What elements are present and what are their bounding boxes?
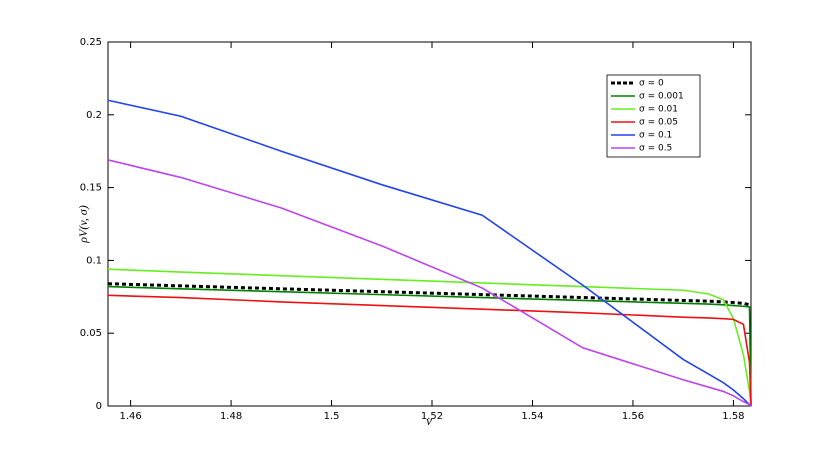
- y-tick-label: 0.15: [80, 183, 102, 194]
- series-line: [107, 282, 750, 307]
- x-tick-label: 1.52: [421, 411, 443, 422]
- legend-label: σ = 0.1: [639, 131, 672, 141]
- x-tick-label: 1.58: [722, 411, 744, 422]
- plot-frame: [107, 41, 752, 407]
- series-line: [107, 285, 752, 407]
- y-tick-label: 0.25: [80, 37, 102, 48]
- series-line: [107, 294, 752, 407]
- y-tick-label: 0.2: [86, 110, 102, 121]
- legend-label: σ = 0.001: [639, 92, 684, 102]
- series-line: [107, 268, 752, 407]
- legend-label: σ = 0: [639, 79, 664, 89]
- x-tick-label: 1.54: [521, 411, 543, 422]
- x-tick-label: 1.48: [220, 411, 242, 422]
- x-tick-label: 1.5: [324, 411, 340, 422]
- y-tick-label: 0.05: [80, 328, 102, 339]
- y-tick-label: 0: [96, 401, 102, 412]
- y-axis-label: ρV(v, σ): [76, 205, 90, 243]
- x-tick-label: 1.46: [119, 411, 141, 422]
- legend-label: σ = 0.05: [639, 118, 678, 128]
- series-line: [107, 159, 752, 407]
- series-line: [107, 99, 752, 407]
- x-axis-label: v: [426, 413, 432, 428]
- x-tick-label: 1.56: [622, 411, 644, 422]
- legend-label: σ = 0.5: [639, 144, 672, 154]
- y-tick-label: 0.1: [86, 255, 102, 266]
- legend-label: σ = 0.01: [639, 105, 678, 115]
- legend-box: [606, 74, 701, 158]
